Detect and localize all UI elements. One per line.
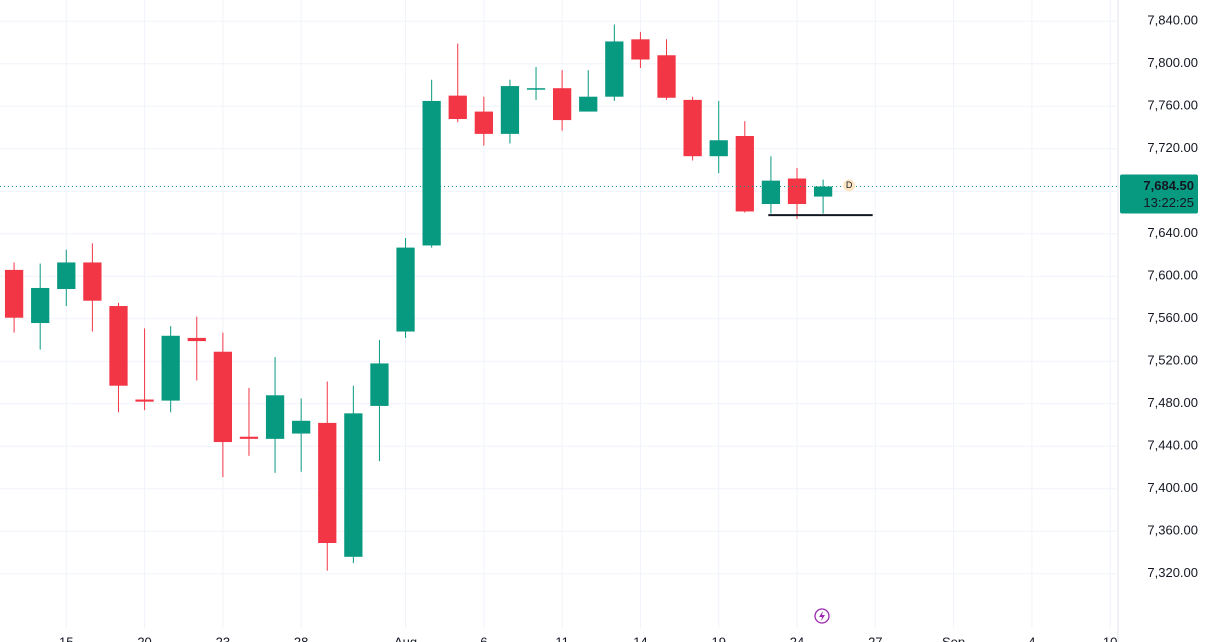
x-tick-label: 15 [59,634,73,642]
candle-body [631,39,650,60]
candle-body [683,99,702,157]
x-tick-label: Sep [942,634,965,642]
candle-body [135,399,154,402]
y-tick-label: 7,480.00 [1147,395,1198,410]
candle-body [344,413,363,557]
x-tick-label: 4 [1028,634,1035,642]
y-tick-label: 7,520.00 [1147,353,1198,368]
candle-body [161,335,180,401]
candle-body [500,86,520,134]
x-tick-label: 23 [216,634,230,642]
candle-body [735,136,754,212]
candle-body [657,55,676,98]
candle-body [370,363,389,406]
y-tick-label: 7,560.00 [1147,310,1198,325]
candle-body [57,262,76,290]
candle-body [265,395,285,439]
y-tick-label: 7,800.00 [1147,55,1198,70]
x-tick-label: 6 [480,634,487,642]
candle-body [239,436,259,439]
y-tick-label: 7,600.00 [1147,268,1198,283]
candle-body [318,422,337,543]
candle-body [213,351,233,443]
candle-body [4,269,24,318]
candle-body [83,262,102,301]
y-tick-label: 7,720.00 [1147,140,1198,155]
candle-body [109,306,128,386]
candle-body [292,420,311,434]
y-tick-label: 7,440.00 [1147,438,1198,453]
candle-body [526,88,546,90]
candle-body [813,186,833,197]
lightning-icon [814,608,830,624]
interval-marker: D [846,180,853,190]
y-tick-label: 7,840.00 [1147,13,1198,28]
x-tick-label: 24 [790,634,804,642]
candle-body [579,96,598,112]
candle-body [448,95,467,120]
y-tick-label: 7,760.00 [1147,98,1198,113]
y-tick-label: 7,400.00 [1147,480,1198,495]
countdown: 13:22:25 [1143,195,1194,210]
x-tick-label: 10 [1103,634,1117,642]
x-tick-label: 19 [711,634,725,642]
y-tick-label: 7,320.00 [1147,565,1198,580]
candle-body [474,111,493,134]
interval-marker-dot [843,179,856,192]
candle-body [552,88,572,121]
candle-body [396,247,415,332]
last-price-label: 7,684.50 [1143,178,1194,193]
x-tick-label: 14 [633,634,647,642]
axes: 7,320.00 7,360.00 7,400.00 7,440.00 7,480.00… [59,13,1198,642]
candles: D [0,24,1118,571]
x-tick-label: 27 [868,634,882,642]
candle-body [787,178,807,205]
x-tick-label: 20 [137,634,151,642]
y-tick-label: 7,360.00 [1147,523,1198,538]
x-tick-label: 28 [294,634,308,642]
last-price-box [1120,174,1198,214]
candle-body [761,180,781,205]
x-tick-label: Aug [394,634,417,642]
candle-body [187,337,206,342]
candle-body [709,140,728,157]
candle-body [605,41,624,97]
candle-body [422,100,441,246]
candle-body [31,287,50,324]
y-tick-label: 7,640.00 [1147,225,1198,240]
x-tick-label: 11 [555,634,569,642]
